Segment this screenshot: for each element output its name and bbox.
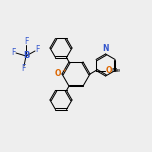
Text: F: F — [21, 64, 26, 73]
Text: +: + — [61, 68, 66, 73]
Text: N: N — [102, 44, 109, 53]
Text: F: F — [24, 38, 28, 47]
Text: O: O — [55, 69, 61, 78]
Text: O: O — [106, 66, 113, 75]
Text: Me: Me — [112, 68, 121, 73]
Text: F: F — [35, 45, 40, 54]
Text: F: F — [11, 48, 15, 57]
Text: B: B — [23, 52, 29, 60]
